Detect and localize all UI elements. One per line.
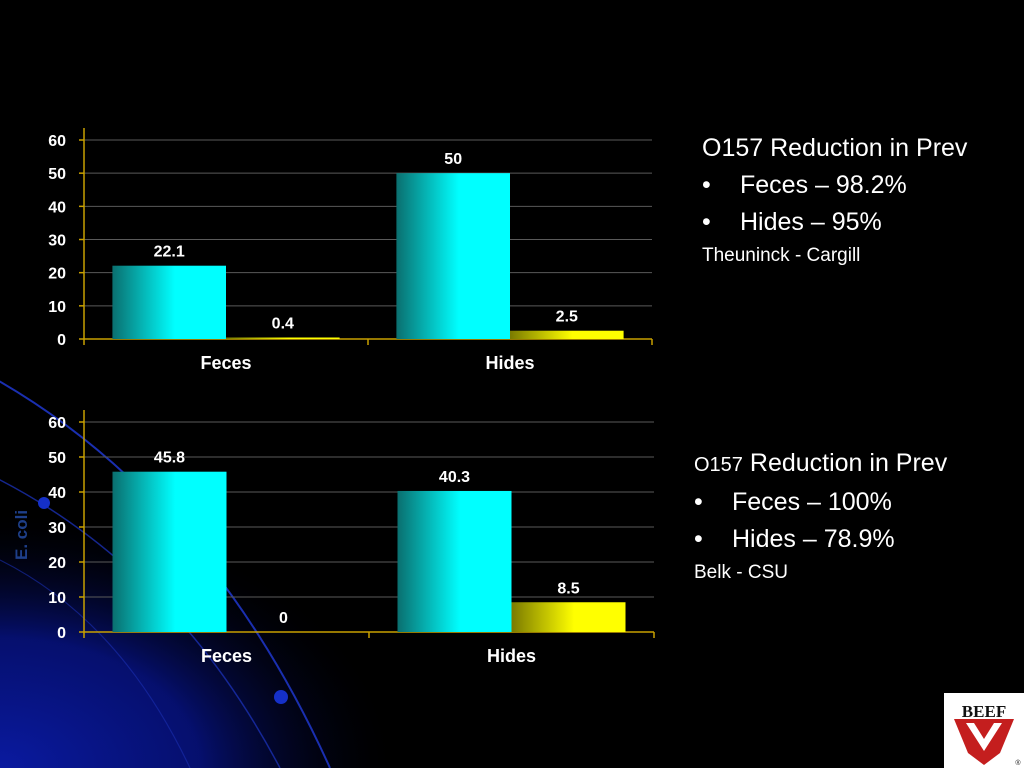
bar-feces-series2 bbox=[226, 337, 340, 339]
bar-chart-bottom: 0 10 20 30 40 50 60 45.8 0 Feces 40.3 8.5 Hides bbox=[48, 410, 655, 666]
y-tick-label: 10 bbox=[48, 299, 66, 316]
y-tick-label: 40 bbox=[48, 199, 66, 216]
bullet-text: Hides – 78.9% bbox=[732, 525, 895, 553]
x-category-label: Hides bbox=[487, 646, 536, 666]
y-tick-label: 50 bbox=[48, 166, 66, 183]
y-tick-label: 30 bbox=[48, 233, 66, 250]
y-tick-label: 40 bbox=[48, 485, 66, 502]
bead-dot-2 bbox=[274, 690, 288, 704]
bullet-hides: • Hides – 78.9% bbox=[694, 521, 947, 558]
y-tick-label: 50 bbox=[48, 450, 66, 467]
bullet-hides: • Hides – 95% bbox=[702, 204, 967, 241]
y-tick-label: 60 bbox=[48, 415, 66, 432]
data-label: 2.5 bbox=[556, 309, 578, 326]
bar-feces-series1 bbox=[112, 471, 227, 632]
heading-prefix: O157 bbox=[694, 454, 743, 476]
panel-source: Theuninck - Cargill bbox=[702, 245, 861, 266]
svg-text:BEEF: BEEF bbox=[962, 702, 1006, 721]
bar-hides-series2 bbox=[510, 330, 624, 339]
panel-heading: O157 Reduction in Prev bbox=[702, 134, 968, 162]
x-category-label: Feces bbox=[200, 353, 251, 373]
bullet-dot: • bbox=[694, 525, 703, 553]
bullet-feces: • Feces – 98.2% bbox=[702, 167, 967, 204]
y-tick-label: 30 bbox=[48, 520, 66, 537]
y-tick-label: 0 bbox=[57, 625, 66, 642]
panel-heading: O157 Reduction in Prev bbox=[694, 445, 947, 484]
data-label: 0.4 bbox=[272, 316, 294, 333]
y-tick-label: 10 bbox=[48, 590, 66, 607]
bullet-dot: • bbox=[702, 171, 711, 199]
bullet-text: Hides – 95% bbox=[740, 208, 882, 236]
panel-source: Belk - CSU bbox=[694, 562, 788, 583]
bar-chart-top: 0 10 20 30 40 50 60 22.1 0.4 Feces 50 2.5 Hides bbox=[48, 128, 653, 373]
data-label: 45.8 bbox=[154, 450, 185, 467]
data-label: 8.5 bbox=[557, 580, 579, 597]
bar-hides-series2 bbox=[511, 602, 626, 632]
heading-rest: Reduction in Prev bbox=[742, 449, 948, 477]
data-label: 0 bbox=[279, 610, 288, 627]
bar-feces-series1 bbox=[112, 265, 226, 339]
y-tick-label: 0 bbox=[57, 332, 66, 349]
y-tick-label: 20 bbox=[48, 555, 66, 572]
data-label: 50 bbox=[444, 151, 462, 168]
bead-dot-1 bbox=[38, 497, 50, 509]
svg-text:®: ® bbox=[1015, 759, 1021, 767]
x-category-label: Hides bbox=[485, 353, 534, 373]
bullet-dot: • bbox=[694, 488, 703, 516]
bullet-dot: • bbox=[702, 208, 711, 236]
beef-logo: BEEF ® bbox=[944, 693, 1024, 768]
arc-line-3 bbox=[0, 559, 191, 768]
bar-hides-series1 bbox=[397, 490, 512, 632]
bullet-text: Feces – 100% bbox=[732, 488, 892, 516]
bullet-feces: • Feces – 100% bbox=[694, 484, 947, 521]
y-tick-label: 20 bbox=[48, 266, 66, 283]
summary-panel-csu: O157 Reduction in Prev • Feces – 100% • Hi… bbox=[694, 445, 947, 588]
y-tick-label: 60 bbox=[48, 133, 66, 150]
summary-panel-cargill: O157 Reduction in Prev • Feces – 98.2% • H… bbox=[702, 130, 967, 271]
bullet-text: Feces – 98.2% bbox=[740, 171, 907, 199]
x-category-label: Feces bbox=[201, 646, 252, 666]
data-label: 22.1 bbox=[154, 244, 185, 261]
data-label: 40.3 bbox=[439, 469, 470, 486]
bar-hides-series1 bbox=[396, 173, 510, 339]
